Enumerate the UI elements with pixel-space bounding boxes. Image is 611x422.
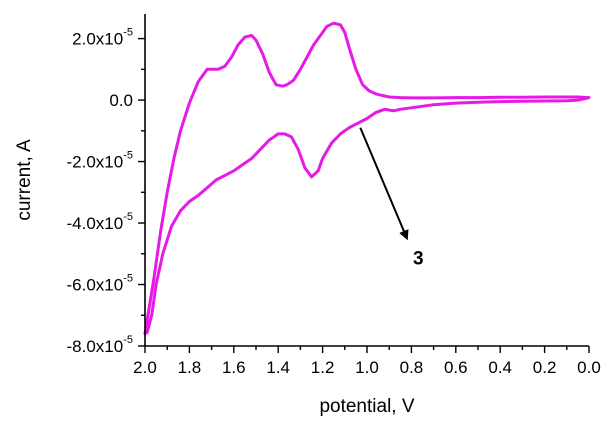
annotation-label: 3 [413,248,424,269]
series-line-0 [143,21,591,336]
x-tick-label: 1.8 [178,358,202,377]
x-tick-label: 2.0 [133,358,157,377]
x-axis-title: potential, V [319,396,414,417]
y-tick-label: 0.0 [109,91,133,110]
x-tick-label: 0.0 [577,358,601,377]
x-tick-label: 0.6 [444,358,468,377]
annotation-arrow [359,127,409,241]
y-tick-label: -4.0x10-5 [67,211,133,233]
x-tick-label: 0.4 [488,358,512,377]
x-tick-label: 1.4 [266,358,290,377]
x-tick-label: 0.2 [533,358,557,377]
y-tick-label: -2.0x10-5 [67,150,133,172]
x-tick-label: 1.0 [355,358,379,377]
x-tick-label: 1.6 [222,358,246,377]
y-tick-label: -8.0x10-5 [67,334,133,356]
y-axis-title: current, A [14,139,35,221]
x-tick-label: 0.8 [400,358,424,377]
y-tick-label: 2.0x10-5 [72,27,133,49]
x-tick-label: 1.2 [311,358,335,377]
y-tick-label: -6.0x10-5 [67,273,133,295]
